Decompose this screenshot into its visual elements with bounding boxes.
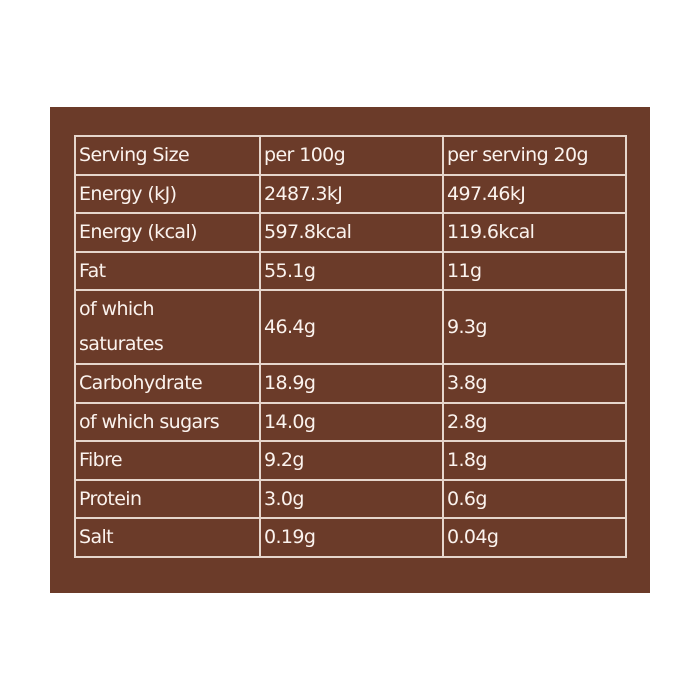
per-serving-value: 1.8g <box>442 440 627 481</box>
per-serving-value: 497.46kJ <box>442 173 627 214</box>
table-row: Salt 0.19g 0.04g <box>74 517 627 558</box>
table-row: Carbohydrate 18.9g 3.8g <box>74 363 627 404</box>
nutrient-label: Carbohydrate <box>74 363 261 404</box>
per-serving-value: 11g <box>442 250 627 291</box>
table-row: Energy (kJ) 2487.3kJ 497.46kJ <box>74 173 627 214</box>
per-100g-value: 14.0g <box>259 401 444 442</box>
per-100g-value: 46.4g <box>259 289 444 365</box>
nutrient-label: Energy (kJ) <box>74 173 261 214</box>
nutrient-label: Salt <box>74 517 261 558</box>
table-row: of which saturates 46.4g 9.3g <box>74 289 627 365</box>
per-100g-value: 2487.3kJ <box>259 173 444 214</box>
nutrient-label: of which saturates <box>74 289 261 365</box>
per-serving-value: 0.6g <box>442 478 627 519</box>
nutrient-label: Energy (kcal) <box>74 212 261 253</box>
table-row: Fibre 9.2g 1.8g <box>74 440 627 481</box>
per-100g-value: 9.2g <box>259 440 444 481</box>
table-row: of which sugars 14.0g 2.8g <box>74 401 627 442</box>
nutrient-label: Serving Size <box>74 135 261 176</box>
table-row: Energy (kcal) 597.8kcal 119.6kcal <box>74 212 627 253</box>
nutrient-label: Fat <box>74 250 261 291</box>
per-100g-value: 18.9g <box>259 363 444 404</box>
per-serving-value: 119.6kcal <box>442 212 627 253</box>
header-row: Serving Size per 100g per serving 20g <box>74 135 627 176</box>
per-serving-value: 9.3g <box>442 289 627 365</box>
per-100g-value: 0.19g <box>259 517 444 558</box>
per-serving-value: per serving 20g <box>442 135 627 176</box>
per-serving-value: 2.8g <box>442 401 627 442</box>
per-100g-value: 3.0g <box>259 478 444 519</box>
nutrient-label: Fibre <box>74 440 261 481</box>
nutrient-label: of which sugars <box>74 401 261 442</box>
per-100g-value: per 100g <box>259 135 444 176</box>
nutrient-label: Protein <box>74 478 261 519</box>
per-100g-value: 55.1g <box>259 250 444 291</box>
per-serving-value: 3.8g <box>442 363 627 404</box>
table-row: Protein 3.0g 0.6g <box>74 478 627 519</box>
nutrition-panel: Serving Size per 100g per serving 20g Energ… <box>50 107 650 593</box>
per-100g-value: 597.8kcal <box>259 212 444 253</box>
per-serving-value: 0.04g <box>442 517 627 558</box>
nutrition-table: Serving Size per 100g per serving 20g Energ… <box>74 135 627 558</box>
table-row: Fat 55.1g 11g <box>74 250 627 291</box>
